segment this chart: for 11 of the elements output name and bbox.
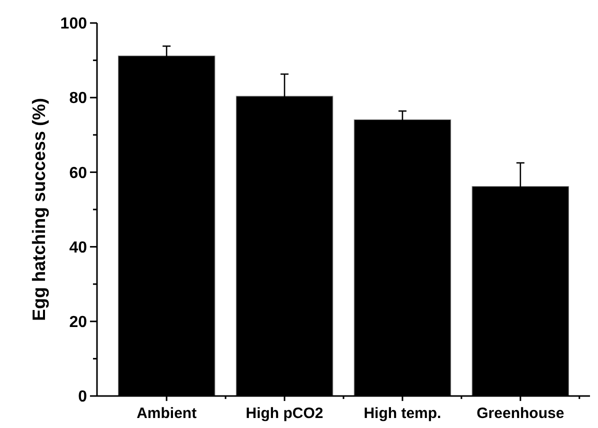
x-tick-label: Greenhouse <box>476 405 564 422</box>
y-tick-label: 100 <box>60 16 88 33</box>
y-tick-label: 60 <box>69 164 88 182</box>
x-tick-label: High temp. <box>364 405 442 422</box>
y-tick-label: 20 <box>69 314 88 331</box>
x-tick-label: High pCO2 <box>246 405 324 422</box>
x-tick-label: Ambient <box>136 405 197 422</box>
y-tick-label: 40 <box>69 239 88 256</box>
y-tick-label: 0 <box>78 388 88 406</box>
y-axis-title: Egg hatching success (%) <box>29 98 49 322</box>
y-tick-label: 80 <box>69 90 88 108</box>
